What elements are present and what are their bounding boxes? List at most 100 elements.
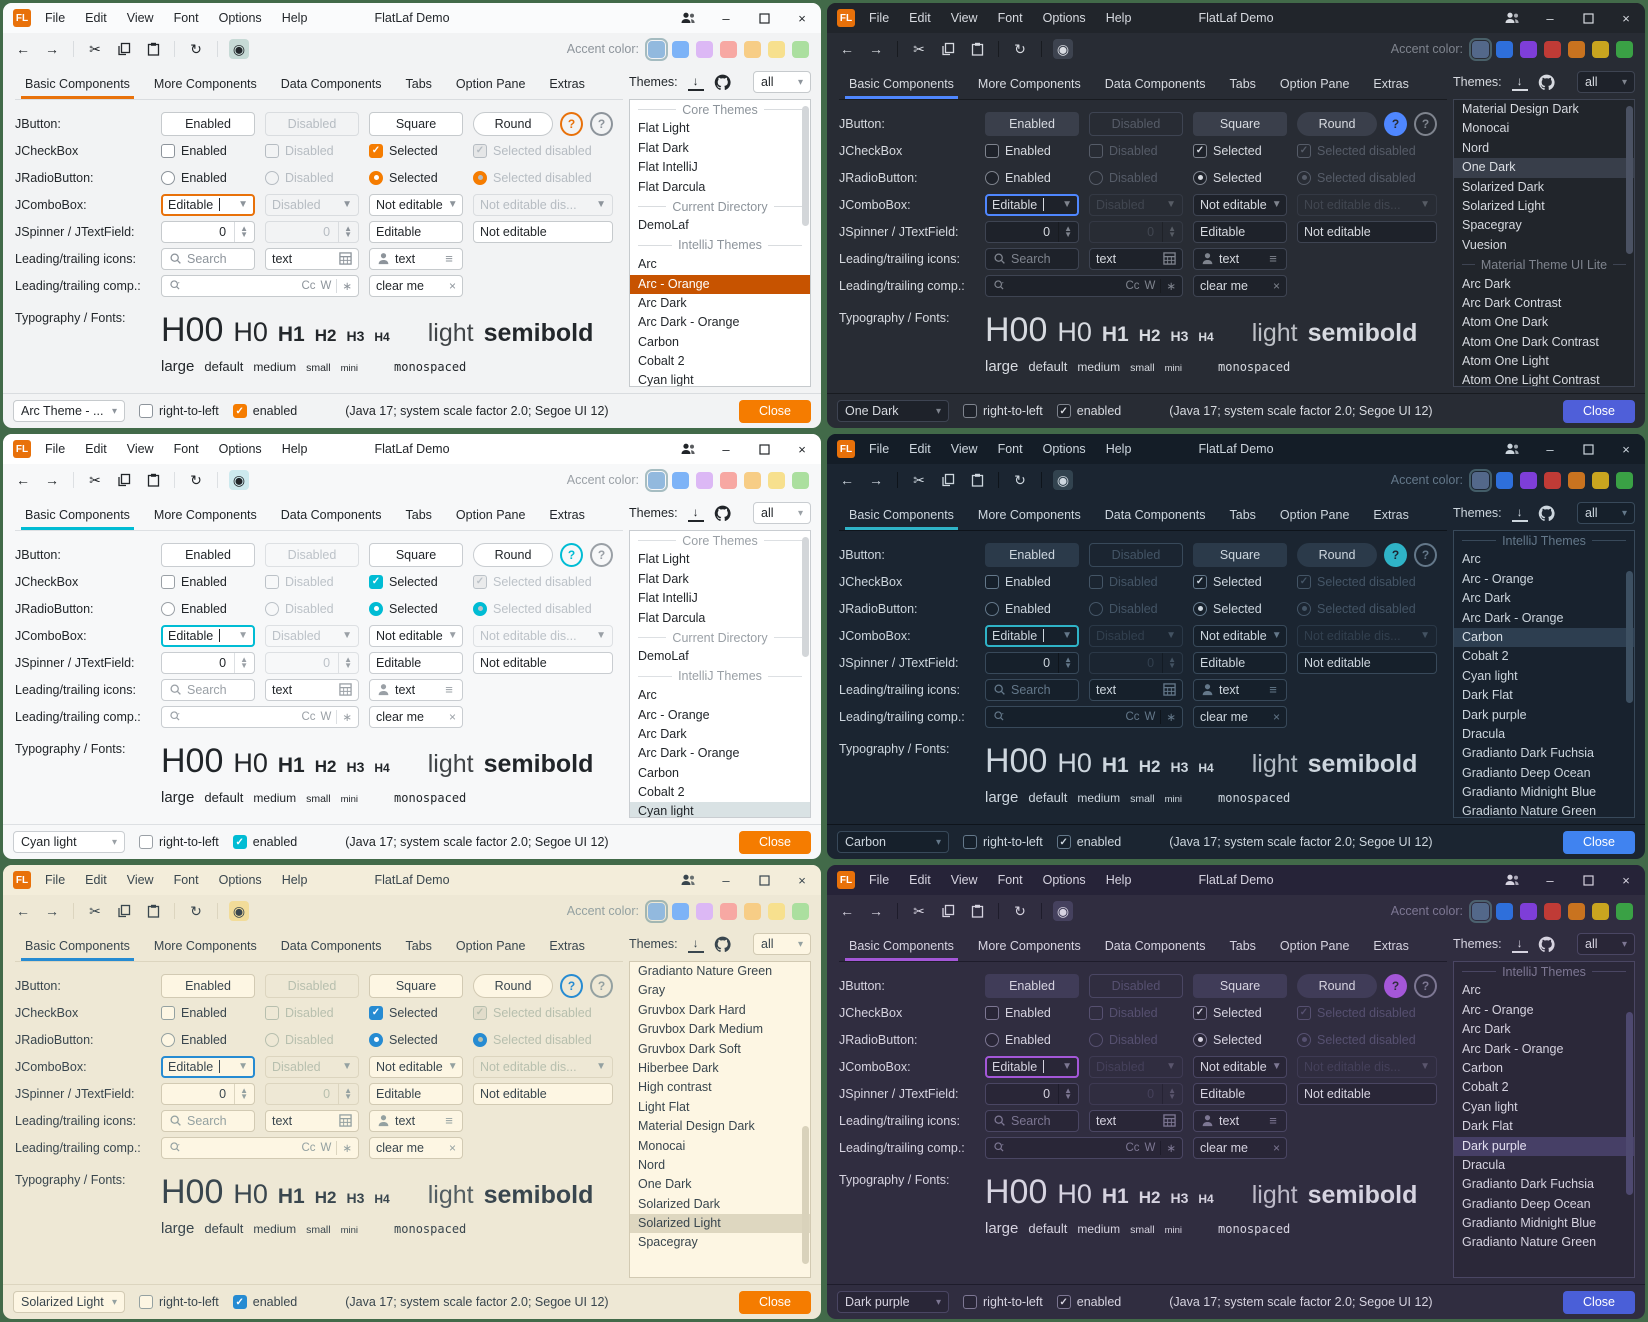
- search-dropdown-icon[interactable]: [168, 710, 182, 724]
- help-button[interactable]: ?: [560, 973, 583, 998]
- minimize-button[interactable]: –: [1546, 872, 1554, 888]
- combobox-editable[interactable]: Editable ▼: [985, 1055, 1079, 1078]
- scrollbar-thumb[interactable]: [802, 536, 809, 657]
- tab-basic-components[interactable]: Basic Components: [15, 70, 140, 99]
- calendar-icon[interactable]: [1162, 1114, 1176, 1128]
- theme-list-item[interactable]: Spacegray: [638, 1235, 698, 1250]
- theme-list-item[interactable]: Cyan light: [1462, 668, 1518, 683]
- theme-list-item[interactable]: Cyan light: [630, 802, 810, 817]
- theme-list-item[interactable]: Arc Dark - Orange: [1462, 610, 1564, 625]
- tab-data-components[interactable]: Data Components: [280, 939, 382, 953]
- calendar-icon[interactable]: [1162, 683, 1176, 697]
- list-icon[interactable]: ≡: [445, 1113, 453, 1128]
- theme-list[interactable]: Core Themes Flat Light Flat Dark Flat Intel…: [629, 530, 811, 818]
- show-hidden-toggle-icon[interactable]: ◉: [1053, 39, 1073, 59]
- theme-list-item[interactable]: Carbon: [1462, 1060, 1503, 1075]
- close-button[interactable]: Close: [1563, 399, 1635, 423]
- theme-list-item[interactable]: High contrast: [638, 1080, 712, 1095]
- checkbox-selected[interactable]: ✓ Selected: [1193, 143, 1287, 158]
- search-input[interactable]: Search: [161, 678, 255, 701]
- calendar-icon[interactable]: [338, 683, 352, 697]
- spinner-arrows-icon[interactable]: ▲ ▼: [1058, 221, 1072, 242]
- checkbox-enabled[interactable]: Enabled: [985, 574, 1079, 589]
- square-button[interactable]: Square: [369, 973, 463, 998]
- spinner[interactable]: 0 ▲ ▼: [161, 651, 255, 674]
- download-icon[interactable]: ↓: [1511, 73, 1528, 91]
- clearable-input[interactable]: clear me ×: [1193, 274, 1287, 297]
- spinner-arrows-icon[interactable]: ▲ ▼: [1058, 1083, 1072, 1104]
- help-button[interactable]: ?: [1384, 542, 1407, 567]
- maximize-button[interactable]: [1579, 440, 1597, 458]
- theme-list-item[interactable]: Monocai: [1462, 121, 1510, 136]
- radio-enabled[interactable]: Enabled: [985, 601, 1079, 616]
- clear-icon[interactable]: ×: [1272, 1140, 1280, 1155]
- menu-file[interactable]: File: [45, 11, 66, 25]
- clear-icon[interactable]: ×: [448, 278, 456, 293]
- right-to-left-checkbox[interactable]: right-to-left: [963, 1295, 1043, 1309]
- theme-list-item[interactable]: DemoLaf: [638, 218, 689, 233]
- accent-swatch[interactable]: [1592, 40, 1609, 58]
- theme-list-item[interactable]: Arc Dark - Orange: [638, 315, 740, 330]
- help-button[interactable]: ?: [560, 111, 583, 136]
- chevron-down-icon[interactable]: ▼: [447, 199, 458, 210]
- text-input-user[interactable]: text ≡: [369, 1109, 463, 1132]
- whole-word-button[interactable]: W: [1144, 710, 1156, 723]
- list-icon[interactable]: ≡: [1269, 1113, 1277, 1128]
- checkbox-enabled[interactable]: Enabled: [161, 1005, 255, 1020]
- minimize-button[interactable]: –: [722, 441, 730, 457]
- list-icon[interactable]: ≡: [445, 251, 453, 266]
- clearable-input[interactable]: clear me ×: [1193, 705, 1287, 728]
- text-input-user[interactable]: text ≡: [1193, 678, 1287, 701]
- accent-swatch[interactable]: [645, 899, 668, 923]
- chevron-down-icon[interactable]: ▼: [1271, 199, 1282, 210]
- accent-swatch[interactable]: [1496, 902, 1513, 920]
- theme-list-item[interactable]: Atom One Light Contrast: [1462, 373, 1600, 386]
- menu-font[interactable]: Font: [997, 11, 1023, 25]
- menu-font[interactable]: Font: [997, 873, 1023, 887]
- github-icon[interactable]: [714, 74, 731, 91]
- accent-swatch[interactable]: [696, 471, 713, 489]
- accent-swatch[interactable]: [1616, 471, 1633, 489]
- theme-list-item[interactable]: Flat IntelliJ: [638, 160, 698, 175]
- theme-list-item[interactable]: Gradianto Nature Green: [638, 964, 773, 978]
- spinner-value[interactable]: 0: [1043, 655, 1051, 670]
- chevron-down-icon[interactable]: ▼: [1062, 1061, 1072, 1072]
- menu-view[interactable]: View: [950, 873, 978, 887]
- show-hidden-toggle-icon[interactable]: ◉: [229, 470, 249, 490]
- radio-enabled[interactable]: Enabled: [161, 170, 255, 185]
- square-button[interactable]: Square: [369, 542, 463, 567]
- chevron-down-icon[interactable]: ▼: [447, 630, 458, 641]
- checkbox-selected[interactable]: ✓ Selected: [369, 143, 463, 158]
- paste-icon[interactable]: [967, 39, 987, 59]
- maximize-button[interactable]: [755, 9, 773, 27]
- search-dropdown-icon[interactable]: [168, 1141, 182, 1155]
- menu-font[interactable]: Font: [173, 11, 199, 25]
- paste-icon[interactable]: [143, 470, 163, 490]
- theme-list-item[interactable]: Gradianto Dark Fuchsia: [1462, 1177, 1595, 1192]
- chevron-down-icon[interactable]: ▼: [1271, 1061, 1282, 1072]
- square-button[interactable]: Square: [1193, 973, 1287, 998]
- help-button-secondary[interactable]: ?: [590, 542, 613, 567]
- combobox-not-editable[interactable]: Not editable ▼: [1193, 193, 1287, 216]
- spinner-value[interactable]: 0: [1043, 1086, 1051, 1101]
- refresh-icon[interactable]: ↻: [190, 40, 202, 57]
- show-hidden-toggle-icon[interactable]: ◉: [229, 901, 249, 921]
- theme-list-item[interactable]: Carbon: [638, 765, 679, 780]
- theme-list-item[interactable]: Solarized Light: [1462, 198, 1545, 213]
- search-options-input[interactable]: Cc W ∗: [985, 705, 1183, 728]
- tab-extras[interactable]: Extras: [1373, 77, 1409, 91]
- search-input[interactable]: Search: [985, 247, 1079, 270]
- themes-filter-combobox[interactable]: all ▾: [753, 502, 811, 524]
- menu-file[interactable]: File: [869, 11, 890, 25]
- theme-list-item[interactable]: Atom One Dark Contrast: [1462, 334, 1599, 349]
- theme-list-item[interactable]: Arc - Orange: [630, 274, 810, 294]
- paste-icon[interactable]: [967, 901, 987, 921]
- menu-edit[interactable]: Edit: [85, 442, 107, 456]
- radio-selected[interactable]: Selected: [1193, 601, 1287, 616]
- theme-list-item[interactable]: Arc Dark: [1462, 276, 1511, 291]
- cut-icon[interactable]: ✂: [913, 471, 925, 488]
- users-icon[interactable]: [1503, 871, 1521, 889]
- users-icon[interactable]: [1503, 440, 1521, 458]
- theme-list-item[interactable]: Vuesion: [1462, 237, 1507, 252]
- textfield-editable[interactable]: Editable: [369, 1082, 463, 1105]
